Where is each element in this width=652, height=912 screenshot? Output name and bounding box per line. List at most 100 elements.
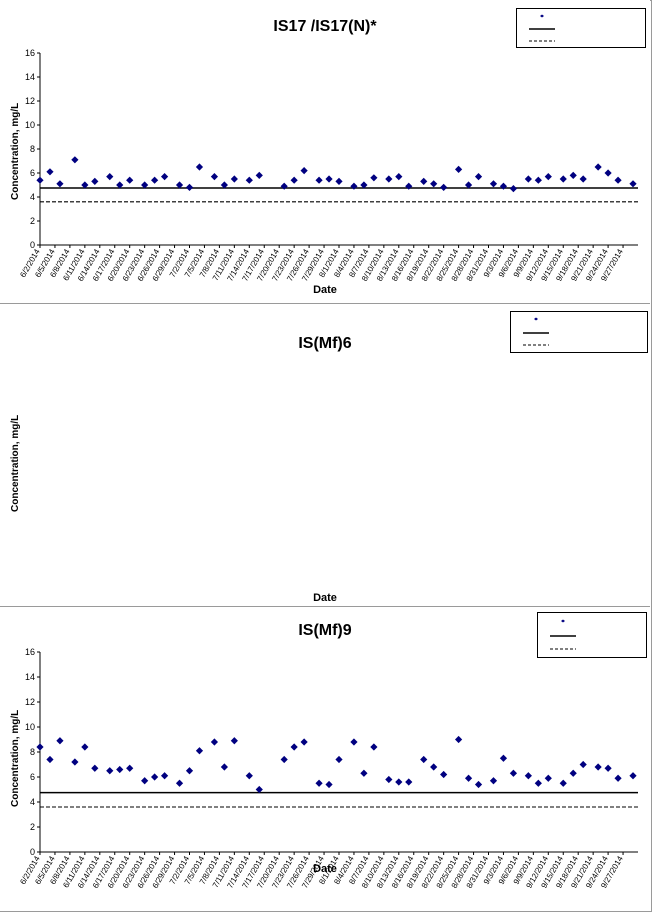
data-point <box>175 779 184 787</box>
legend-entry-samples <box>542 618 642 624</box>
data-point <box>455 165 463 173</box>
data-point <box>255 785 263 794</box>
y-tick-label: 14 <box>25 72 35 82</box>
data-point <box>325 780 333 789</box>
data-point <box>290 743 298 751</box>
y-tick-label: 12 <box>25 697 35 707</box>
y-tick-label: 8 <box>30 747 35 757</box>
data-point <box>474 173 483 181</box>
dashed-line-icon <box>550 648 576 650</box>
data-point <box>126 176 134 184</box>
data-point <box>106 173 114 181</box>
data-point <box>440 770 448 779</box>
data-point <box>405 182 413 190</box>
data-point <box>220 763 228 771</box>
legend-entry-dashed-line <box>515 342 633 348</box>
data-point <box>395 778 403 786</box>
x-axis-label: Date <box>313 863 337 875</box>
diamond-marker-icon <box>540 14 544 18</box>
data-point <box>245 176 253 184</box>
legend-entry-samples <box>515 316 633 322</box>
data-point <box>350 182 358 190</box>
data-point <box>175 181 184 189</box>
dashed-line-icon <box>529 40 555 42</box>
y-tick-label: 4 <box>30 192 35 202</box>
data-point <box>315 176 323 184</box>
data-point <box>81 181 89 189</box>
data-point <box>210 738 219 746</box>
data-point <box>71 156 79 164</box>
solid-line-icon <box>550 635 576 637</box>
data-point <box>71 758 79 766</box>
data-point <box>36 176 44 184</box>
chart-panel-2: 02468101214166/2/20146/5/20146/8/20146/1… <box>0 303 650 607</box>
data-point <box>46 168 54 176</box>
data-point <box>559 779 567 787</box>
chart-title: IS(Mf)6 <box>298 335 352 352</box>
data-point <box>579 760 587 769</box>
data-point <box>569 171 577 179</box>
chart-legend <box>537 612 647 658</box>
data-point <box>395 173 403 181</box>
legend-entry-samples <box>521 13 639 19</box>
data-point <box>141 181 149 189</box>
data-point <box>160 173 169 181</box>
data-point <box>300 167 308 175</box>
y-tick-label: 2 <box>30 216 35 226</box>
chart-legend <box>510 311 648 353</box>
data-point <box>230 175 238 183</box>
data-point <box>524 772 532 780</box>
data-point <box>56 180 64 188</box>
data-point <box>370 174 378 182</box>
data-point <box>360 181 368 189</box>
data-point <box>280 182 288 190</box>
data-point <box>420 755 428 764</box>
data-point <box>126 764 134 772</box>
chart-panel-1: 0 2 4 6 8 10 12 14 16 6/2/2014 6/5/2014 6/8/2014 6/1… <box>0 0 650 303</box>
data-point <box>594 163 602 171</box>
data-point <box>499 182 508 190</box>
data-point <box>300 738 308 746</box>
data-point <box>464 181 473 189</box>
data-point <box>195 747 204 755</box>
legend-entry-dashed-line <box>521 38 639 44</box>
data-point <box>325 175 333 183</box>
data-point <box>509 769 518 777</box>
data-point <box>290 176 298 184</box>
y-axis-label: Concentration, mg/L <box>10 102 21 200</box>
data-point <box>614 176 622 184</box>
data-point <box>544 774 552 782</box>
data-point <box>509 185 518 193</box>
data-point <box>151 773 159 781</box>
data-point <box>106 767 114 775</box>
data-point <box>524 175 532 183</box>
data-point <box>489 777 498 785</box>
data-point <box>464 774 473 782</box>
data-point <box>420 177 428 185</box>
data-point <box>629 180 637 188</box>
data-point <box>370 743 378 751</box>
data-point <box>141 777 149 785</box>
y-tick-label: 2 <box>30 822 35 832</box>
data-point <box>534 176 542 184</box>
data-point <box>151 176 159 184</box>
data-point <box>81 743 89 751</box>
data-point <box>385 175 393 183</box>
y-tick-label: 16 <box>25 647 35 657</box>
y-tick-label: 14 <box>25 672 35 682</box>
data-point <box>569 769 577 777</box>
data-point <box>440 183 448 191</box>
y-tick-label: 4 <box>30 797 35 807</box>
diamond-marker-icon <box>534 317 538 321</box>
data-point <box>116 765 124 774</box>
data-point <box>280 755 288 764</box>
y-tick-label: 0 <box>30 240 35 250</box>
data-point <box>116 181 124 189</box>
chart-panel-3: 0 2 4 6 8 10 12 14 16 6/2/2014 6/5/2014 6/8/2014 6/1… <box>0 606 650 911</box>
data-point <box>604 169 612 177</box>
legend-entry-solid-line <box>521 26 639 32</box>
data-point <box>46 755 54 764</box>
data-point <box>335 177 343 185</box>
y-tick-label: 6 <box>30 168 35 178</box>
y-axis-label: Concentration, mg/L <box>10 414 21 512</box>
